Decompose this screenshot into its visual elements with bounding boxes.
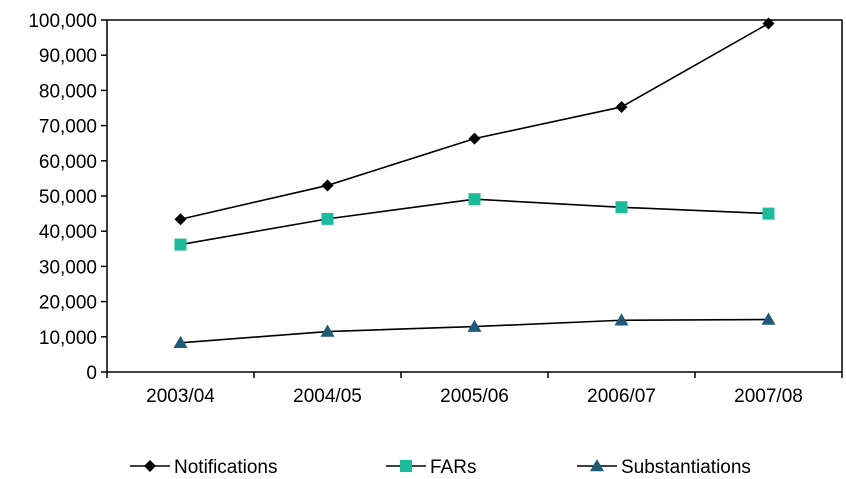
legend-marker bbox=[590, 459, 604, 472]
data-point bbox=[762, 207, 775, 220]
y-tick-label: 30,000 bbox=[39, 257, 97, 278]
series-line bbox=[180, 22, 769, 221]
legend-item: FARs bbox=[386, 457, 476, 478]
series-fars bbox=[174, 193, 775, 251]
legend-marker bbox=[400, 460, 412, 472]
legend-item: Notifications bbox=[130, 457, 278, 478]
chart-series bbox=[173, 17, 776, 349]
legend-marker bbox=[144, 460, 156, 472]
data-point bbox=[320, 324, 335, 337]
series-line bbox=[180, 198, 769, 246]
y-axis-ticks: 0 10,000 20,000 30,000 40,000 50,000 60,000 70,… bbox=[28, 11, 107, 384]
data-point bbox=[468, 132, 481, 145]
series-substantiations bbox=[173, 312, 776, 349]
data-point bbox=[615, 100, 628, 113]
x-tick-label: 2006/07 bbox=[587, 386, 656, 407]
x-tick-label: 2004/05 bbox=[293, 386, 362, 407]
y-tick-label: 40,000 bbox=[39, 222, 97, 243]
y-tick-label: 90,000 bbox=[39, 46, 97, 67]
legend-label: Substantiations bbox=[621, 457, 751, 478]
y-tick-label: 60,000 bbox=[39, 152, 97, 173]
x-axis-ticks: 2003/04 2004/05 2005/06 2006/07 2007/08 bbox=[106, 372, 843, 407]
chart-legend: Notifications FARs Substantiations bbox=[130, 457, 751, 478]
data-point bbox=[321, 179, 334, 192]
y-tick-label: 100,000 bbox=[28, 11, 97, 32]
data-point bbox=[174, 213, 187, 226]
data-point bbox=[762, 17, 775, 30]
data-point bbox=[173, 335, 188, 349]
y-tick-label: 50,000 bbox=[39, 187, 97, 208]
y-tick-label: 80,000 bbox=[39, 81, 97, 102]
y-tick-label: 0 bbox=[86, 363, 97, 384]
data-point bbox=[761, 312, 776, 325]
data-point bbox=[467, 319, 482, 332]
series-notifications bbox=[174, 17, 775, 226]
y-tick-label: 20,000 bbox=[39, 293, 97, 314]
legend-label: Notifications bbox=[174, 457, 278, 478]
x-tick-label: 2003/04 bbox=[146, 386, 215, 407]
y-tick-label: 10,000 bbox=[39, 328, 97, 349]
x-tick-label: 2005/06 bbox=[440, 386, 509, 407]
legend-label: FARs bbox=[430, 457, 476, 478]
y-tick-label: 70,000 bbox=[39, 117, 97, 138]
data-point bbox=[468, 193, 481, 206]
data-point bbox=[615, 201, 628, 214]
data-point bbox=[321, 212, 334, 225]
data-point bbox=[614, 313, 629, 326]
legend-item: Substantiations bbox=[577, 457, 751, 478]
data-point bbox=[174, 238, 187, 251]
x-tick-label: 2007/08 bbox=[734, 386, 803, 407]
